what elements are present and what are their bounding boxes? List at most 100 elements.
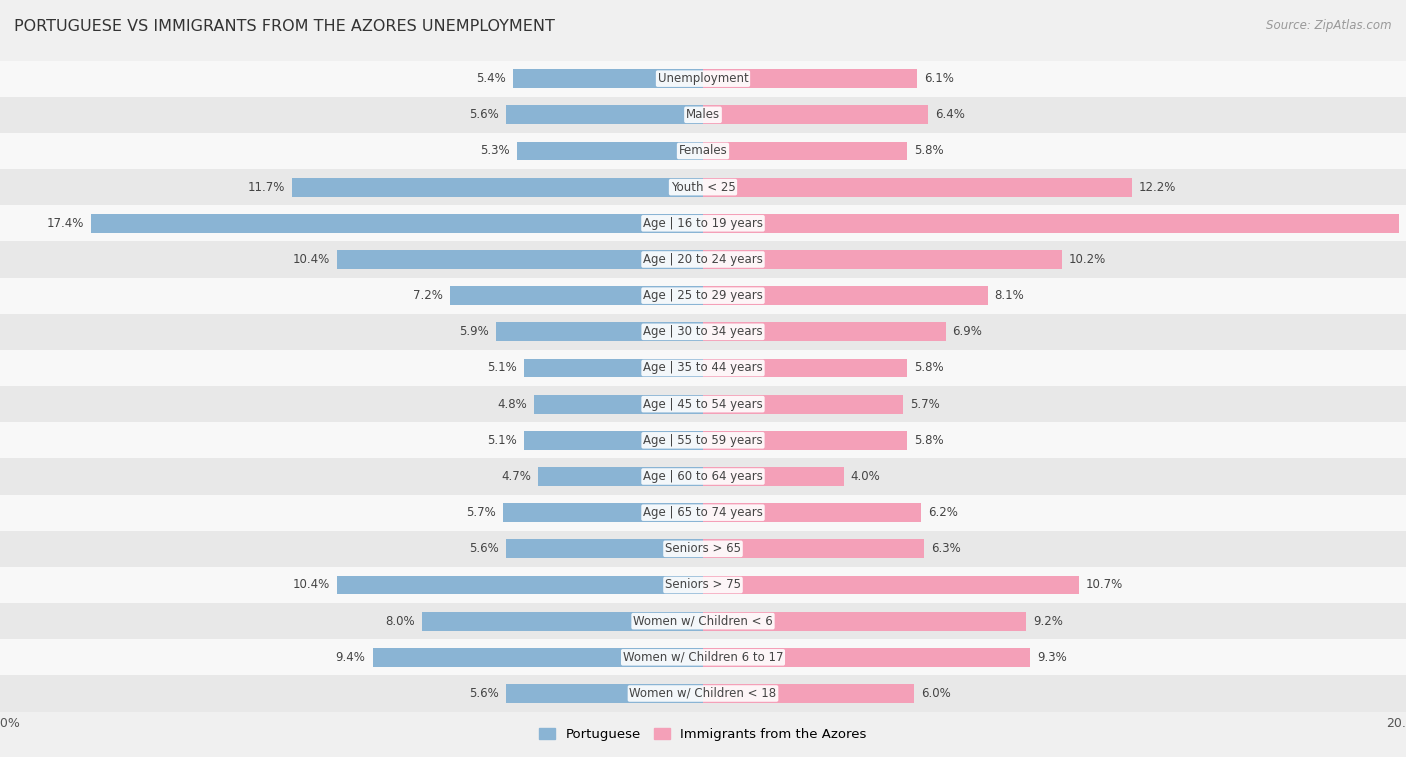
Bar — [337, 575, 703, 594]
Bar — [503, 503, 703, 522]
Text: 9.4%: 9.4% — [336, 651, 366, 664]
Text: Age | 35 to 44 years: Age | 35 to 44 years — [643, 362, 763, 375]
Bar — [703, 684, 914, 703]
Bar — [0, 133, 1406, 169]
Bar — [0, 675, 1406, 712]
Bar — [703, 648, 1029, 667]
Text: Seniors > 65: Seniors > 65 — [665, 542, 741, 556]
Text: Age | 20 to 24 years: Age | 20 to 24 years — [643, 253, 763, 266]
Bar — [0, 567, 1406, 603]
Bar — [0, 313, 1406, 350]
Text: 4.8%: 4.8% — [498, 397, 527, 410]
Bar — [703, 503, 921, 522]
Bar — [703, 612, 1026, 631]
Text: 17.4%: 17.4% — [46, 217, 84, 230]
Bar — [703, 250, 1062, 269]
Text: 5.3%: 5.3% — [479, 145, 510, 157]
Text: Seniors > 75: Seniors > 75 — [665, 578, 741, 591]
Bar — [292, 178, 703, 197]
Bar — [703, 431, 907, 450]
Text: Age | 45 to 54 years: Age | 45 to 54 years — [643, 397, 763, 410]
Bar — [703, 214, 1399, 232]
Bar — [0, 531, 1406, 567]
Bar — [703, 142, 907, 160]
Bar — [91, 214, 703, 232]
Bar — [524, 359, 703, 378]
Bar — [703, 359, 907, 378]
Text: 10.4%: 10.4% — [294, 253, 330, 266]
Bar — [0, 205, 1406, 241]
Text: 6.1%: 6.1% — [925, 72, 955, 85]
Bar — [703, 575, 1080, 594]
Bar — [524, 431, 703, 450]
Text: 11.7%: 11.7% — [247, 181, 285, 194]
Text: 5.8%: 5.8% — [914, 362, 943, 375]
Bar — [703, 467, 844, 486]
Text: 10.2%: 10.2% — [1069, 253, 1105, 266]
Bar — [703, 540, 925, 558]
Bar — [0, 639, 1406, 675]
Bar — [506, 684, 703, 703]
Text: Age | 55 to 59 years: Age | 55 to 59 years — [643, 434, 763, 447]
Text: Women w/ Children < 6: Women w/ Children < 6 — [633, 615, 773, 628]
Text: Age | 60 to 64 years: Age | 60 to 64 years — [643, 470, 763, 483]
Text: 6.2%: 6.2% — [928, 506, 957, 519]
Text: 4.0%: 4.0% — [851, 470, 880, 483]
Bar — [506, 105, 703, 124]
Text: 5.8%: 5.8% — [914, 434, 943, 447]
Text: Source: ZipAtlas.com: Source: ZipAtlas.com — [1267, 19, 1392, 32]
Bar — [703, 394, 904, 413]
Bar — [0, 494, 1406, 531]
Bar — [422, 612, 703, 631]
Bar — [0, 386, 1406, 422]
Text: Unemployment: Unemployment — [658, 72, 748, 85]
Bar — [0, 350, 1406, 386]
Text: Males: Males — [686, 108, 720, 121]
Text: 5.9%: 5.9% — [458, 326, 489, 338]
Text: 6.3%: 6.3% — [932, 542, 962, 556]
Text: Age | 16 to 19 years: Age | 16 to 19 years — [643, 217, 763, 230]
Bar — [0, 459, 1406, 494]
Text: 5.4%: 5.4% — [477, 72, 506, 85]
Text: 8.1%: 8.1% — [994, 289, 1025, 302]
Bar — [0, 603, 1406, 639]
Text: PORTUGUESE VS IMMIGRANTS FROM THE AZORES UNEMPLOYMENT: PORTUGUESE VS IMMIGRANTS FROM THE AZORES… — [14, 19, 555, 34]
Text: 5.8%: 5.8% — [914, 145, 943, 157]
Bar — [703, 286, 987, 305]
Bar — [373, 648, 703, 667]
Text: 12.2%: 12.2% — [1139, 181, 1177, 194]
Text: 10.4%: 10.4% — [294, 578, 330, 591]
Text: Women w/ Children 6 to 17: Women w/ Children 6 to 17 — [623, 651, 783, 664]
Text: Women w/ Children < 18: Women w/ Children < 18 — [630, 687, 776, 700]
Text: 5.6%: 5.6% — [470, 542, 499, 556]
Bar — [0, 61, 1406, 97]
Bar — [534, 394, 703, 413]
Bar — [0, 422, 1406, 459]
Bar — [513, 69, 703, 88]
Text: 5.6%: 5.6% — [470, 108, 499, 121]
Bar — [0, 278, 1406, 313]
Text: 6.0%: 6.0% — [921, 687, 950, 700]
Text: 6.9%: 6.9% — [953, 326, 983, 338]
Bar — [517, 142, 703, 160]
Text: Youth < 25: Youth < 25 — [671, 181, 735, 194]
Text: Age | 65 to 74 years: Age | 65 to 74 years — [643, 506, 763, 519]
Text: Females: Females — [679, 145, 727, 157]
Text: 9.3%: 9.3% — [1038, 651, 1067, 664]
Bar — [496, 322, 703, 341]
Text: Age | 30 to 34 years: Age | 30 to 34 years — [643, 326, 763, 338]
Bar — [537, 467, 703, 486]
Bar — [450, 286, 703, 305]
Text: 5.7%: 5.7% — [465, 506, 496, 519]
Text: 7.2%: 7.2% — [413, 289, 443, 302]
Bar — [703, 322, 945, 341]
Text: 5.6%: 5.6% — [470, 687, 499, 700]
Bar — [703, 105, 928, 124]
Text: 10.7%: 10.7% — [1087, 578, 1123, 591]
Text: 8.0%: 8.0% — [385, 615, 415, 628]
Bar — [0, 97, 1406, 133]
Bar — [703, 178, 1132, 197]
Text: 5.1%: 5.1% — [486, 362, 517, 375]
Text: 5.1%: 5.1% — [486, 434, 517, 447]
Bar — [703, 69, 917, 88]
